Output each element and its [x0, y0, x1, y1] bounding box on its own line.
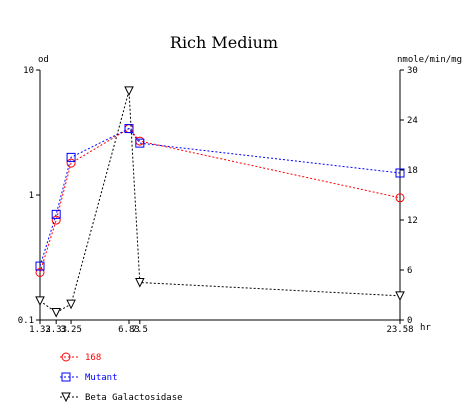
y-left-tick-label: 1	[29, 191, 34, 201]
y-right-tick-label: 6	[407, 266, 412, 276]
y-left-tick-label: 10	[23, 66, 34, 76]
series-line	[39, 127, 401, 273]
legend-marker	[61, 372, 71, 382]
x-tick-label: 1.33	[29, 325, 51, 335]
x-tick-label: 7.5	[132, 325, 148, 335]
axes: 0.1 1 10 0 6 12 18 24 30 1.332.333.25 6.837.5 23.58	[18, 66, 418, 335]
legend-label: 168	[85, 353, 101, 363]
data-point	[135, 138, 145, 148]
y-right-tick-label: 30	[407, 66, 418, 76]
y-right-tick-label: 18	[407, 166, 418, 176]
y-right-tick-label: 24	[407, 116, 418, 126]
y-right-tick-label: 12	[407, 216, 418, 226]
data-point	[51, 215, 61, 225]
data-point	[395, 291, 405, 301]
legend: 168 Mutant Beta Galactosidase	[60, 352, 183, 403]
data-point	[66, 152, 76, 162]
data-point	[35, 296, 45, 306]
x-tick-label: 3.25	[60, 325, 82, 335]
series-group	[35, 86, 405, 318]
chart-title: Rich Medium	[170, 33, 278, 52]
data-point	[51, 308, 61, 318]
x-tick-label: 2.33	[45, 325, 67, 335]
x-tick-label: 23.58	[386, 325, 413, 335]
data-point	[124, 86, 134, 96]
data-point	[124, 124, 134, 134]
legend-label: Beta Galactosidase	[85, 393, 183, 403]
y-right-axis-label: nmole/min/mg	[397, 55, 462, 65]
y-left-axis-label: od	[38, 55, 49, 65]
y-right-tick-label: 0	[407, 316, 412, 326]
legend-label: Mutant	[85, 373, 118, 383]
x-tick-label: 6.83	[118, 325, 140, 335]
data-point	[35, 261, 45, 271]
data-point	[135, 278, 145, 288]
data-point	[35, 267, 45, 277]
data-point	[395, 168, 405, 178]
legend-marker	[61, 392, 71, 403]
data-point	[395, 193, 405, 203]
x-unit-label: hr	[420, 323, 431, 333]
legend-marker	[61, 352, 71, 362]
data-point	[66, 299, 76, 310]
data-point	[51, 209, 61, 219]
series-line	[39, 127, 401, 267]
y-left-tick-label: 0.1	[18, 316, 34, 326]
series-line	[39, 90, 401, 314]
data-point	[66, 158, 76, 168]
